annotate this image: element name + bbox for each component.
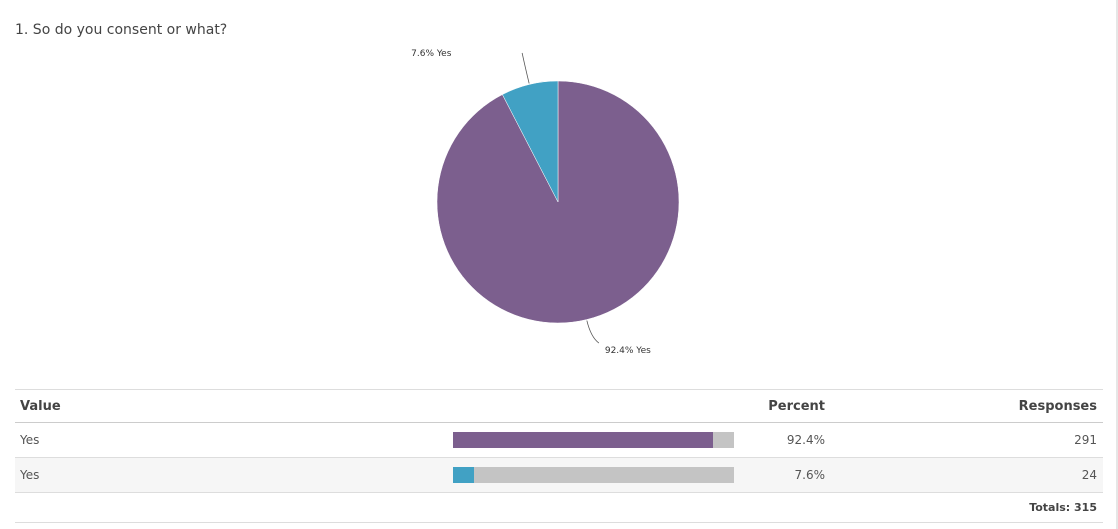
header-responses: Responses bbox=[1018, 399, 1097, 414]
table-totals-row: Totals: 315 bbox=[15, 493, 1103, 523]
pie-leader-line-2 bbox=[521, 52, 530, 84]
row-value: Yes bbox=[20, 433, 40, 447]
row-responses: 291 bbox=[1074, 433, 1097, 447]
pie-slice-2 bbox=[502, 80, 559, 203]
table-row: Yes 7.6% 24 bbox=[15, 458, 1103, 493]
row-responses: 24 bbox=[1081, 468, 1097, 482]
results-table: Value Percent Responses Yes 92.4% 291 Ye… bbox=[15, 389, 1103, 523]
pie-leader-line-1 bbox=[586, 320, 600, 344]
row-percent: 92.4% bbox=[786, 433, 825, 447]
percent-bar-track bbox=[453, 432, 734, 448]
pie-label-1: 92.4% Yes bbox=[605, 346, 651, 356]
question-title: 1. So do you consent or what? bbox=[15, 22, 228, 38]
percent-bar-fill bbox=[453, 467, 475, 483]
scrollbar-track[interactable] bbox=[1116, 0, 1118, 529]
pie-label-2: 7.6% Yes bbox=[411, 49, 452, 59]
totals-label: Totals: 315 bbox=[1029, 501, 1097, 514]
percent-bar-fill bbox=[453, 432, 713, 448]
header-value: Value bbox=[20, 399, 61, 414]
row-value: Yes bbox=[20, 468, 40, 482]
percent-bar-track bbox=[453, 467, 734, 483]
table-row: Yes 92.4% 291 bbox=[15, 423, 1103, 458]
header-percent: Percent bbox=[768, 399, 825, 414]
table-header-row: Value Percent Responses bbox=[15, 390, 1103, 423]
pie-chart: 92.4% Yes 7.6% Yes bbox=[411, 49, 680, 356]
row-percent: 7.6% bbox=[794, 468, 826, 482]
